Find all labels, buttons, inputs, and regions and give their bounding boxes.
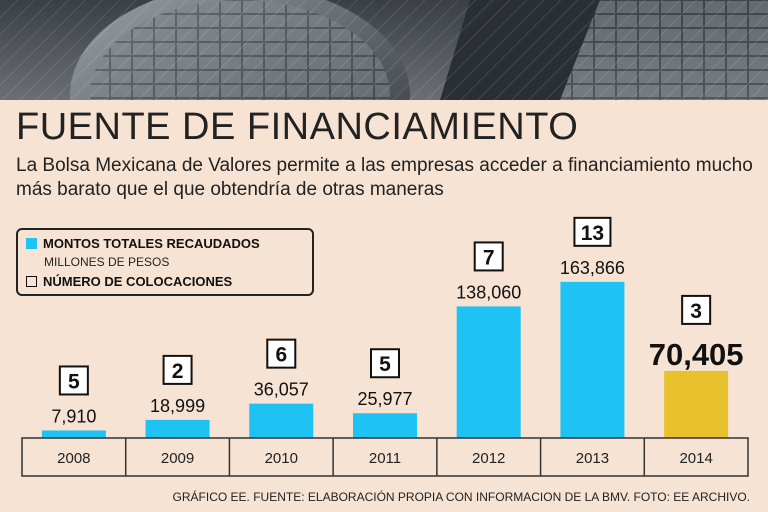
count-label-2010: 6 [275, 344, 287, 367]
bar-2012 [456, 306, 521, 438]
count-box-2014 [681, 294, 712, 325]
stock-exchange-photo [0, 0, 768, 100]
tick-label-2010: 2010 [265, 450, 298, 467]
count-box-2013 [573, 216, 612, 247]
value-label-2009: 18,999 [150, 396, 205, 416]
chart-legend: MONTOS TOTALES RECAUDADOS MILLONES DE PE… [16, 228, 314, 296]
value-label-2008: 7,910 [51, 406, 96, 426]
bar-2013 [560, 281, 625, 438]
tick-label-2014: 2014 [679, 450, 712, 467]
count-label-2014: 3 [690, 300, 702, 323]
legend-label-amounts: MONTOS TOTALES RECAUDADOS [43, 236, 260, 251]
bar-2014 [664, 370, 729, 438]
legend-label-counts: NÚMERO DE COLOCACIONES [43, 274, 233, 289]
count-box-2010 [266, 338, 297, 369]
count-label-2012: 7 [483, 246, 495, 269]
bar-2011 [353, 413, 417, 438]
count-label-2009: 2 [172, 360, 184, 383]
value-label-2010: 36,057 [254, 380, 309, 400]
tick-label-2012: 2012 [472, 450, 505, 467]
count-label-2013: 13 [581, 222, 604, 245]
value-label-2013: 163,866 [560, 258, 625, 278]
tick-label-2013: 2013 [576, 450, 609, 467]
legend-swatch-amounts [26, 238, 37, 249]
count-label-2008: 5 [68, 370, 80, 393]
legend-unit: MILLONES DE PESOS [44, 255, 170, 269]
legend-item-amounts: MONTOS TOTALES RECAUDADOS [26, 234, 304, 253]
value-label-2014: 70,405 [649, 337, 744, 372]
bar-2010 [249, 403, 314, 438]
bar-2008 [41, 430, 106, 438]
page-title: FUENTE DE FINANCIAMIENTO [16, 106, 579, 148]
count-box-2012 [473, 241, 504, 272]
count-box-2008 [58, 365, 89, 396]
count-box-2011 [370, 348, 400, 379]
tick-label-2011: 2011 [369, 450, 401, 467]
count-label-2011: 5 [379, 353, 391, 376]
bar-2009 [145, 419, 210, 438]
value-label-2011: 25,977 [357, 389, 412, 409]
count-box-2009 [162, 354, 193, 385]
page-subtitle: La Bolsa Mexicana de Valores permite a l… [16, 155, 753, 200]
tick-label-2008: 2008 [57, 450, 90, 467]
legend-swatch-counts [26, 276, 37, 287]
source-footer: GRÁFICO EE. FUENTE: ELABORACIÓN PROPIA C… [172, 490, 750, 504]
x-axis-frame [21, 437, 749, 477]
legend-item-counts: NÚMERO DE COLOCACIONES [26, 272, 304, 291]
tick-label-2009: 2009 [161, 450, 194, 467]
value-label-2012: 138,060 [456, 282, 521, 302]
